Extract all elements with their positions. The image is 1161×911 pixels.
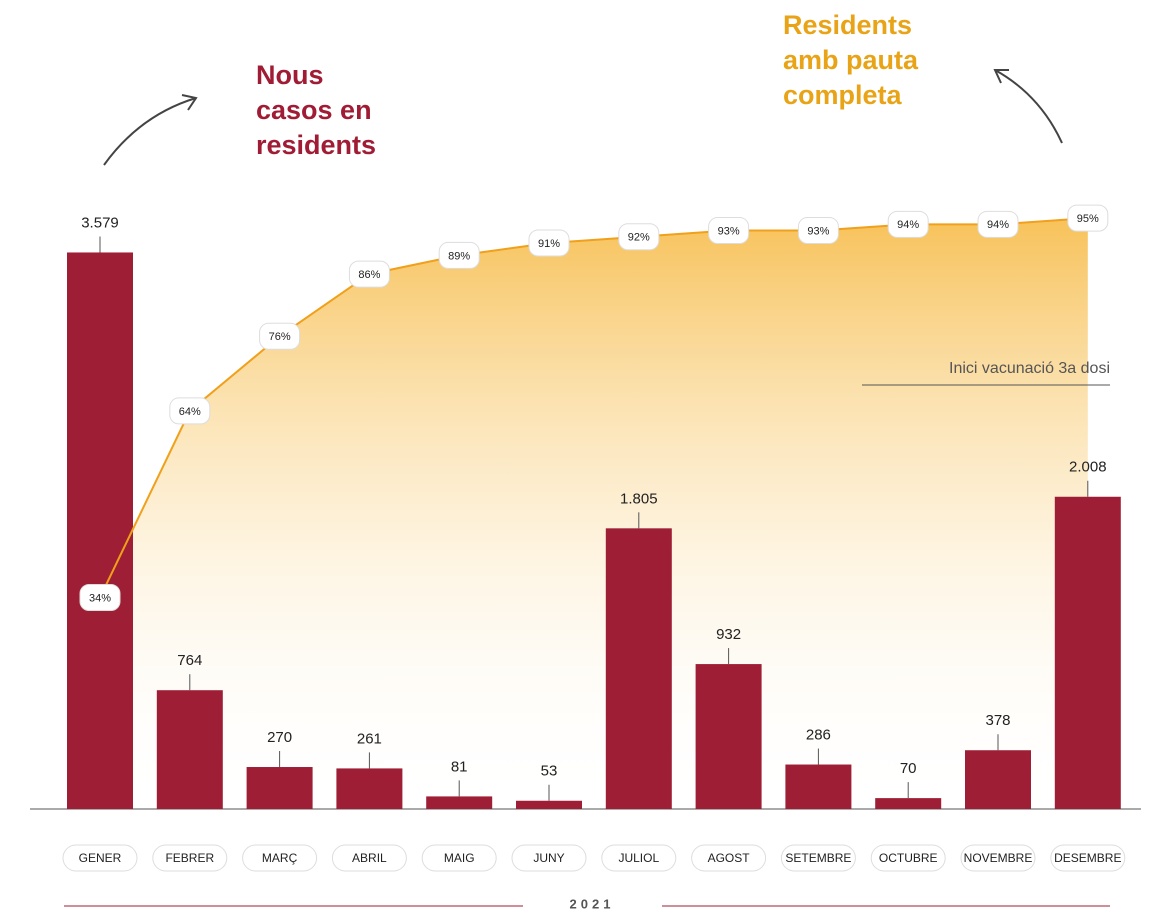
label-pill [79, 584, 121, 612]
series-title: Nous casos en residents [256, 60, 377, 160]
category-pill [242, 844, 318, 872]
label-pill [438, 241, 480, 269]
value-label: 34% [89, 592, 111, 604]
x-tick-label: JUNY [533, 851, 564, 865]
label-pill [1067, 204, 1109, 232]
arrow [994, 69, 1063, 144]
label-pill [169, 397, 211, 425]
value-label: 270 [267, 729, 292, 746]
bar [1054, 496, 1121, 809]
label-pill [259, 322, 301, 350]
arrow [103, 97, 197, 166]
label-pill [977, 210, 1019, 238]
value-label: 64% [179, 406, 201, 418]
value-label: 92% [628, 232, 650, 244]
arrow-head [993, 69, 1009, 84]
category-pill [421, 844, 497, 872]
category-pill [62, 844, 138, 872]
category-pill [691, 844, 767, 872]
annotation: Inici vacunació 3a dosi [949, 360, 1110, 377]
x-tick-label: MARÇ [262, 851, 298, 865]
x-tick-label: SETEMBRE [785, 851, 851, 865]
series-title: Residents amb pauta completa [783, 10, 919, 110]
value-label: 764 [177, 652, 202, 669]
value-label: 81 [451, 758, 468, 775]
arrow-head [181, 94, 198, 111]
value-label: 76% [269, 331, 291, 343]
x-tick-label: MAIG [444, 851, 475, 865]
bar [156, 690, 223, 809]
label-pill [348, 260, 390, 288]
value-label: 93% [807, 225, 829, 237]
bar [67, 252, 133, 809]
category-pill [331, 844, 407, 872]
value-label: 93% [718, 225, 740, 237]
category-pill [152, 844, 228, 872]
value-label: 1.805 [620, 490, 658, 507]
bar [516, 800, 582, 809]
bar [695, 664, 762, 809]
label-pill [708, 217, 750, 245]
bar [605, 528, 672, 809]
value-label: 932 [716, 626, 741, 643]
category-pill [960, 844, 1036, 872]
bar [785, 764, 852, 809]
label-pill [618, 223, 660, 251]
category-pill [870, 844, 946, 872]
x-tick-label: GENER [79, 851, 122, 865]
value-label: 89% [448, 250, 470, 262]
value-label: 3.579 [81, 214, 119, 231]
category-pill [780, 844, 856, 872]
value-label: 286 [806, 726, 831, 743]
bar [965, 750, 1031, 809]
value-label: 70 [900, 760, 917, 777]
x-tick-label: OCTUBRE [879, 851, 938, 865]
area [100, 218, 1088, 810]
bar [875, 798, 942, 809]
bar [336, 768, 403, 809]
value-label: 53 [541, 763, 558, 780]
value-label: 2.008 [1069, 459, 1107, 476]
value-label: 86% [358, 269, 380, 281]
value-label: 94% [897, 219, 919, 231]
value-label: 95% [1077, 213, 1099, 225]
label-pill [887, 210, 929, 238]
bar [426, 796, 493, 809]
x-tick-label: AGOST [708, 851, 751, 865]
x-tick-label: FEBRER [165, 851, 214, 865]
value-label: 94% [987, 219, 1009, 231]
x-tick-label: ABRIL [352, 851, 387, 865]
value-label: 91% [538, 238, 560, 250]
x-tick-label: DESEMBRE [1054, 851, 1121, 865]
x-label: 2021 [570, 896, 615, 911]
x-tick-label: JULIOL [618, 851, 659, 865]
x-tick-label: NOVEMBRE [964, 851, 1033, 865]
category-pill [511, 844, 587, 872]
bar [246, 767, 313, 809]
label-pill [797, 217, 839, 245]
value-label: 261 [357, 730, 382, 747]
category-pill [1050, 844, 1126, 872]
value-label: 378 [985, 712, 1010, 729]
label-pill [528, 229, 570, 257]
category-pill [601, 844, 677, 872]
